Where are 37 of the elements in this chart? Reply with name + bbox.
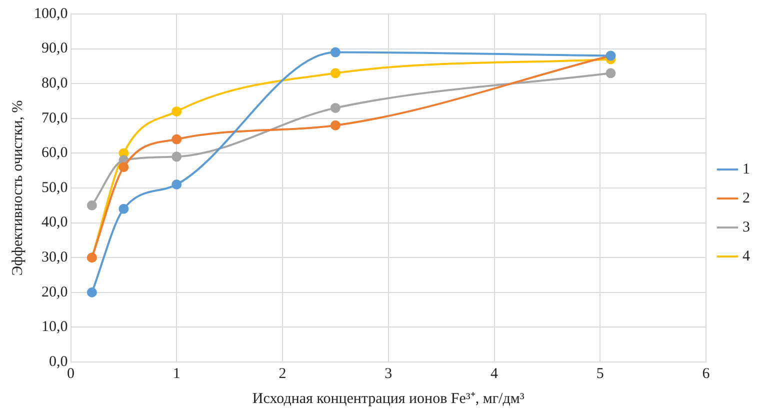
y-tick-label: 60,0 bbox=[42, 145, 68, 162]
x-axis-title: Исходная концентрация ионов Fe³⁺, мг/дм³ bbox=[252, 390, 525, 407]
point bbox=[330, 68, 340, 78]
y-tick-label: 10,0 bbox=[42, 319, 68, 336]
y-tick-label: 100,0 bbox=[34, 6, 68, 22]
legend-label: 4 bbox=[742, 248, 750, 264]
point bbox=[172, 106, 182, 116]
point bbox=[330, 102, 340, 113]
point bbox=[86, 200, 97, 210]
y-tick-label: 20,0 bbox=[42, 284, 68, 300]
x-tick-label: 1 bbox=[172, 366, 180, 382]
x-tick-label: 6 bbox=[702, 366, 710, 382]
point bbox=[330, 47, 340, 58]
y-tick-label: 30,0 bbox=[42, 250, 68, 266]
point bbox=[118, 162, 129, 172]
y-tick-label: 70,0 bbox=[42, 110, 68, 126]
point bbox=[172, 134, 182, 144]
y-tick-label: 90,0 bbox=[42, 40, 68, 57]
x-tick-label: 0 bbox=[67, 366, 74, 382]
point bbox=[86, 287, 97, 298]
legend-label: 3 bbox=[742, 219, 750, 236]
y-tick-label: 50,0 bbox=[42, 180, 68, 196]
y-tick-label: 80,0 bbox=[42, 76, 68, 92]
y-tick-label: 40,0 bbox=[42, 214, 68, 231]
point bbox=[330, 120, 340, 130]
point bbox=[172, 152, 182, 162]
y-tick-label: 0,0 bbox=[49, 354, 68, 370]
x-tick-label: 5 bbox=[596, 366, 604, 382]
point bbox=[118, 204, 129, 214]
x-tick-label: 3 bbox=[384, 366, 392, 382]
point bbox=[606, 68, 616, 78]
legend-label: 2 bbox=[742, 190, 750, 206]
x-tick-label: 4 bbox=[490, 366, 498, 382]
y-axis-title: Эффективность очистки, % bbox=[10, 100, 26, 276]
legend-label: 1 bbox=[742, 161, 750, 178]
point bbox=[172, 180, 182, 190]
x-tick-label: 2 bbox=[278, 366, 286, 382]
